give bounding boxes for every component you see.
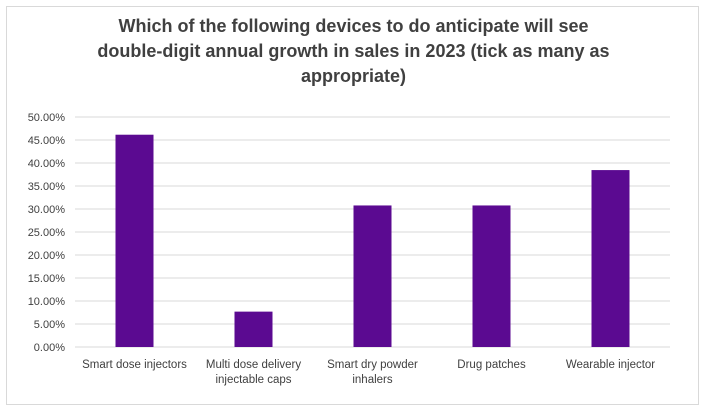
y-tick-label: 50.00% xyxy=(28,112,66,124)
y-tick-label: 0.00% xyxy=(34,342,65,354)
y-tick-label: 15.00% xyxy=(28,273,66,285)
y-tick-label: 35.00% xyxy=(28,181,66,193)
x-category-label: Smart dry powder inhalers xyxy=(327,359,418,386)
bars xyxy=(115,134,630,347)
bar xyxy=(353,205,392,347)
bar xyxy=(591,170,630,347)
y-tick-label: 25.00% xyxy=(28,227,66,239)
bar xyxy=(115,134,154,347)
y-axis-ticks: 0.00% 5.00% 10.00% 15.00% 20.00% 25.00% 30.00%… xyxy=(28,112,66,354)
y-tick-label: 10.00% xyxy=(28,296,66,308)
y-tick-label: 20.00% xyxy=(28,250,66,262)
x-category-label: Wearable injector xyxy=(566,359,655,371)
bar xyxy=(472,205,511,347)
y-tick-label: 40.00% xyxy=(28,158,66,170)
x-category-label: Drug patches xyxy=(457,359,526,371)
y-tick-label: 30.00% xyxy=(28,204,66,216)
bar xyxy=(234,311,273,347)
y-tick-label: 5.00% xyxy=(34,319,65,331)
y-tick-label: 45.00% xyxy=(28,135,66,147)
x-axis-labels: Smart dose injectors Multi dose delivery i… xyxy=(82,359,655,386)
x-category-label: Smart dose injectors xyxy=(82,359,187,371)
x-category-label: Multi dose delivery injectable caps xyxy=(206,359,301,386)
chart-title: Which of the following devices to do ant… xyxy=(97,16,610,86)
